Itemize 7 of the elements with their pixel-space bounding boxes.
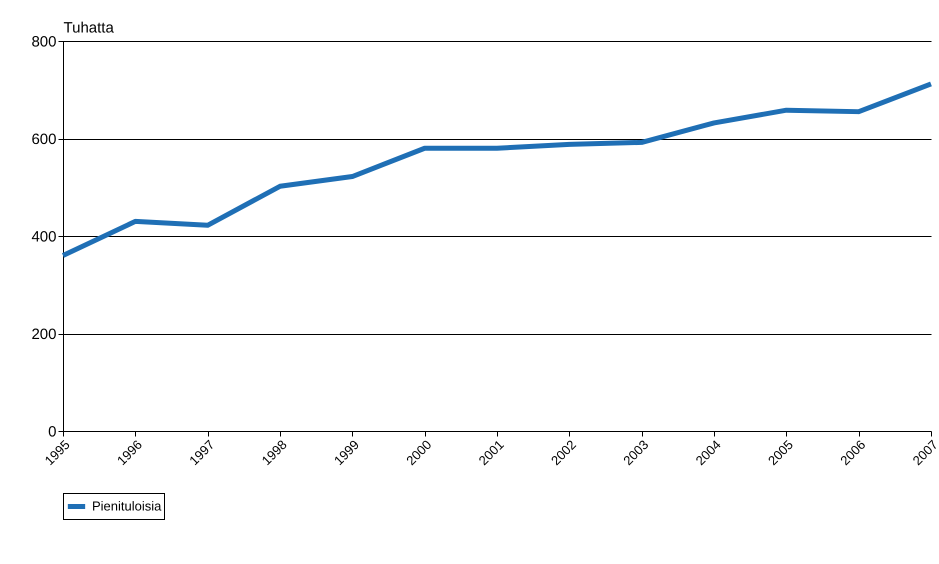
y-tick-label: 0	[48, 424, 56, 440]
y-tick-label: 400	[31, 228, 56, 246]
y-tick-label: 600	[31, 131, 56, 148]
legend-label: Pienituloisia	[92, 498, 162, 514]
y-axis-title: Tuhatta	[64, 20, 114, 36]
y-tick-label: 200	[31, 326, 56, 343]
y-tick-label: 800	[31, 34, 56, 50]
